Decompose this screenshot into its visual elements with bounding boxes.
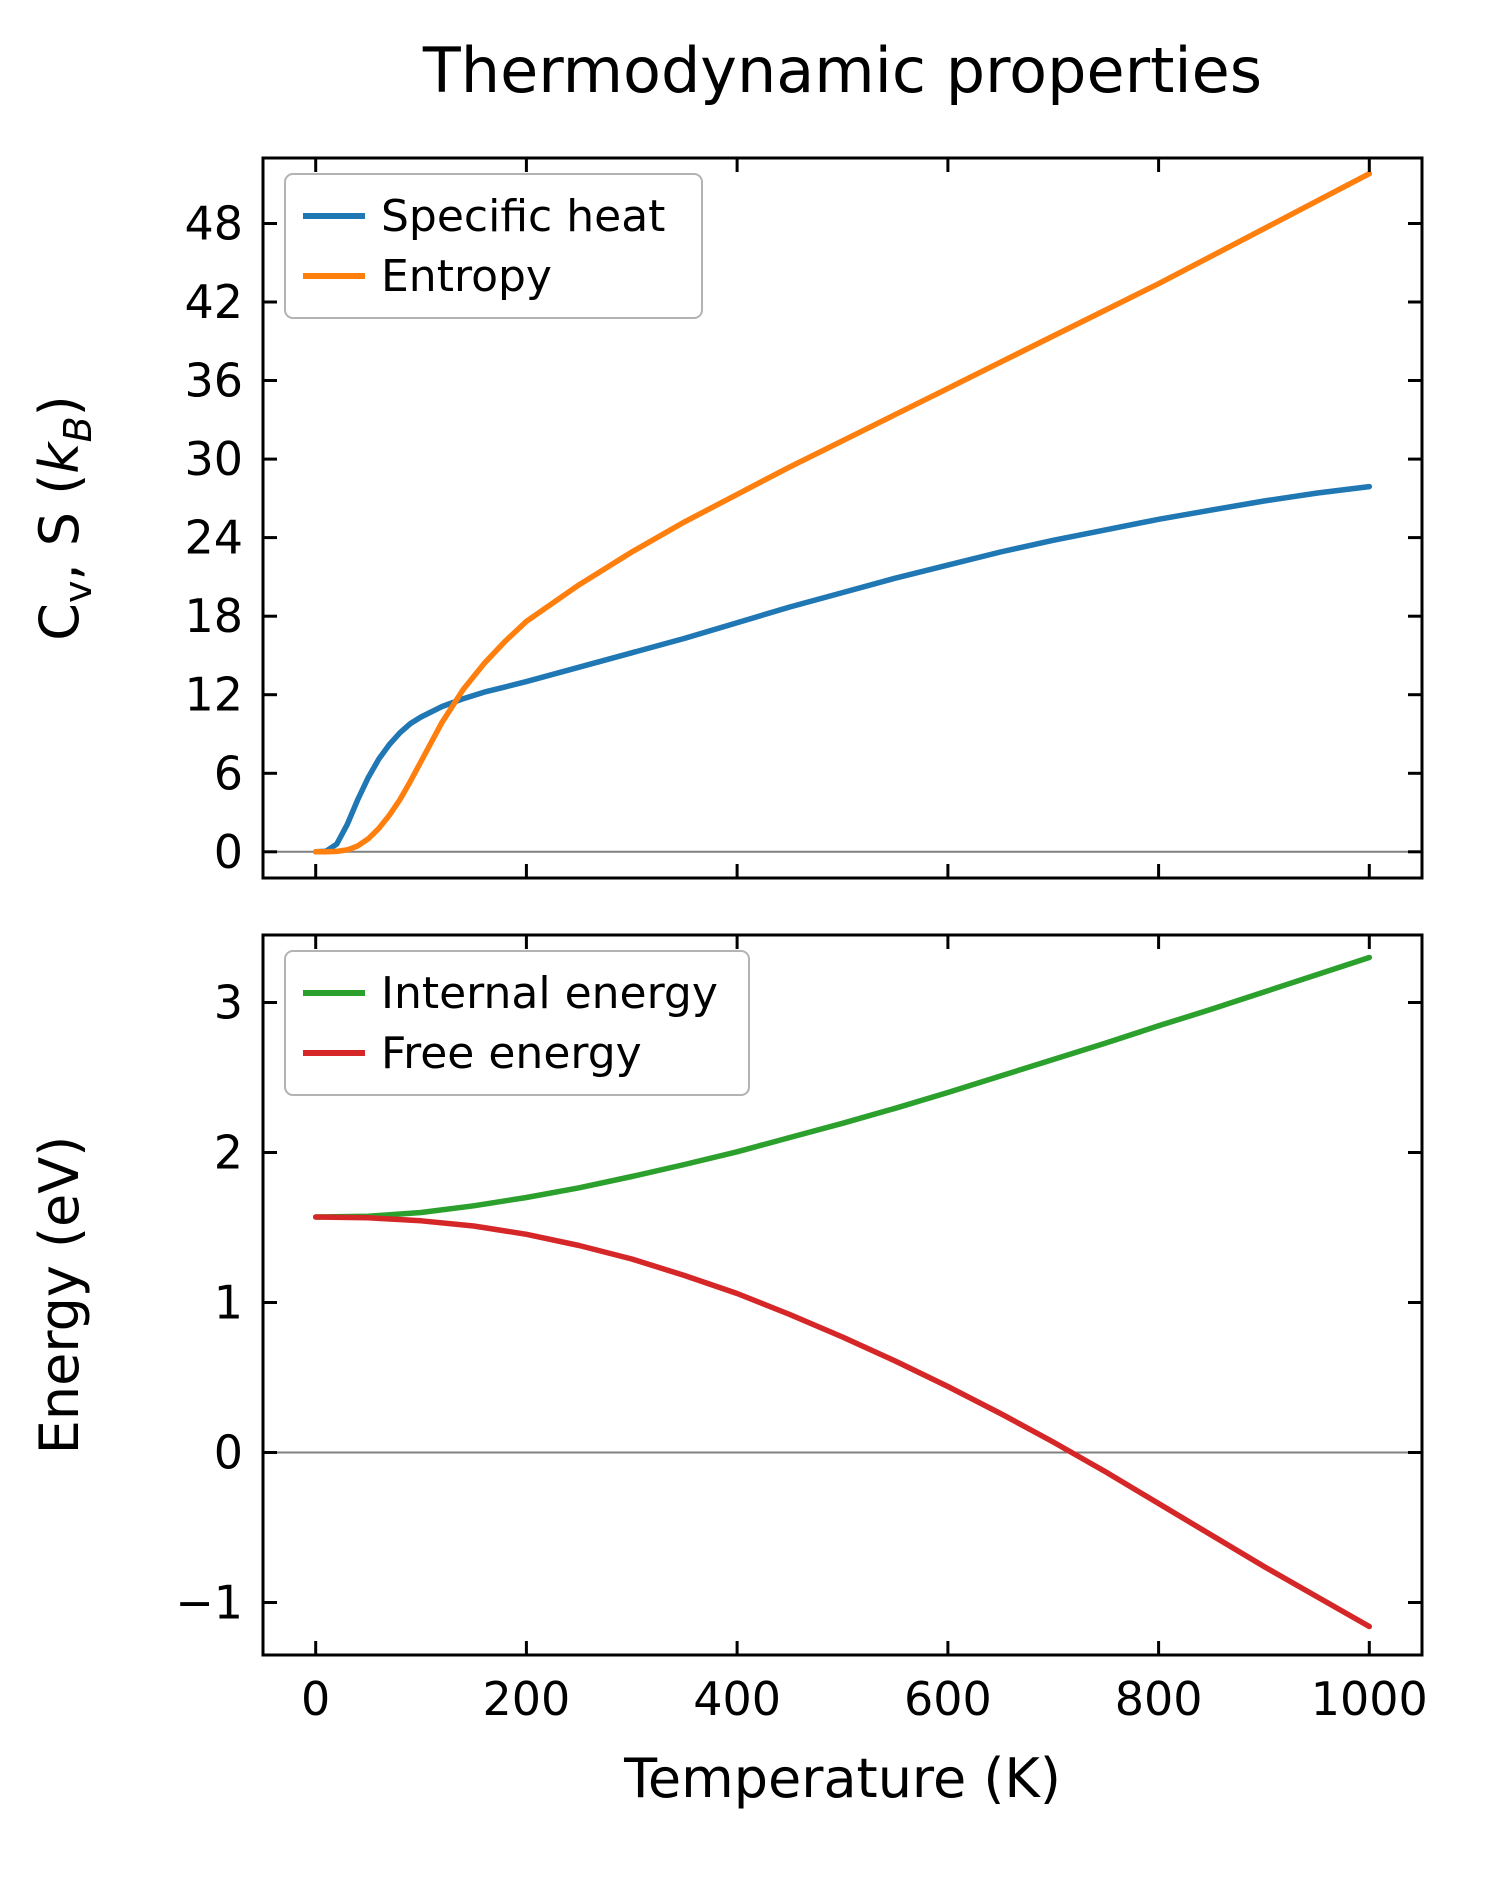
y-axis-label: Energy (eV) [28, 1136, 91, 1455]
line-entropy [312, 170, 1373, 855]
legend-box [284, 173, 703, 319]
y-tick-labels: 0 6 12 18 24 30 36 42 48 [184, 197, 243, 879]
svg-text:6: 6 [214, 746, 243, 800]
svg-text:800: 800 [1115, 1672, 1203, 1726]
svg-text:18: 18 [184, 589, 243, 643]
subplot-2: −1 0 1 2 3 0 200 400 600 800 1000 Temperature (K) En… [28, 933, 1428, 1810]
x-axis-label: Temperature (K) [623, 1747, 1061, 1810]
svg-text:2: 2 [214, 1126, 243, 1180]
x-tick-labels: 0 200 400 600 800 1000 [301, 1672, 1428, 1726]
svg-text:30: 30 [184, 432, 243, 486]
svg-text:200: 200 [482, 1672, 570, 1726]
y-tick-labels: −1 0 1 2 3 [175, 976, 243, 1630]
line-specific-heat [312, 483, 1373, 855]
legend: Internal energy Free energy [284, 950, 750, 1096]
svg-text:36: 36 [184, 354, 243, 408]
svg-text:3: 3 [214, 976, 243, 1030]
svg-text:400: 400 [693, 1672, 781, 1726]
svg-text:12: 12 [184, 668, 243, 722]
legend-label-specific-heat: Specific heat [381, 191, 665, 242]
svg-text:600: 600 [904, 1672, 992, 1726]
y-axis-label: Cv, S (kB) [28, 395, 100, 641]
svg-text:−1: −1 [175, 1576, 243, 1630]
axes-frame [261, 933, 1424, 1657]
legend-box [284, 950, 750, 1096]
line-internal-energy [312, 954, 1373, 1220]
svg-text:0: 0 [214, 1426, 243, 1480]
legend-label-internal-energy: Internal energy [381, 968, 718, 1019]
legend-label-entropy: Entropy [381, 251, 552, 302]
svg-text:24: 24 [184, 511, 243, 565]
svg-text:1000: 1000 [1311, 1672, 1428, 1726]
axes-frame [261, 156, 1424, 880]
legend-label-free-energy: Free energy [381, 1028, 642, 1079]
ticks [263, 158, 1422, 878]
ticks [263, 935, 1422, 1655]
svg-text:0: 0 [301, 1672, 330, 1726]
legend: Specific heat Entropy [284, 173, 703, 319]
svg-text:48: 48 [184, 197, 243, 251]
line-free-energy [312, 1214, 1373, 1630]
figure-title: Thermodynamic properties [422, 34, 1263, 107]
svg-text:0: 0 [214, 825, 243, 879]
svg-text:42: 42 [184, 275, 243, 329]
svg-text:1: 1 [214, 1276, 243, 1330]
subplot-1: 0 6 12 18 24 30 36 42 48 Cv, S (kB) Specific heat E… [28, 156, 1424, 880]
